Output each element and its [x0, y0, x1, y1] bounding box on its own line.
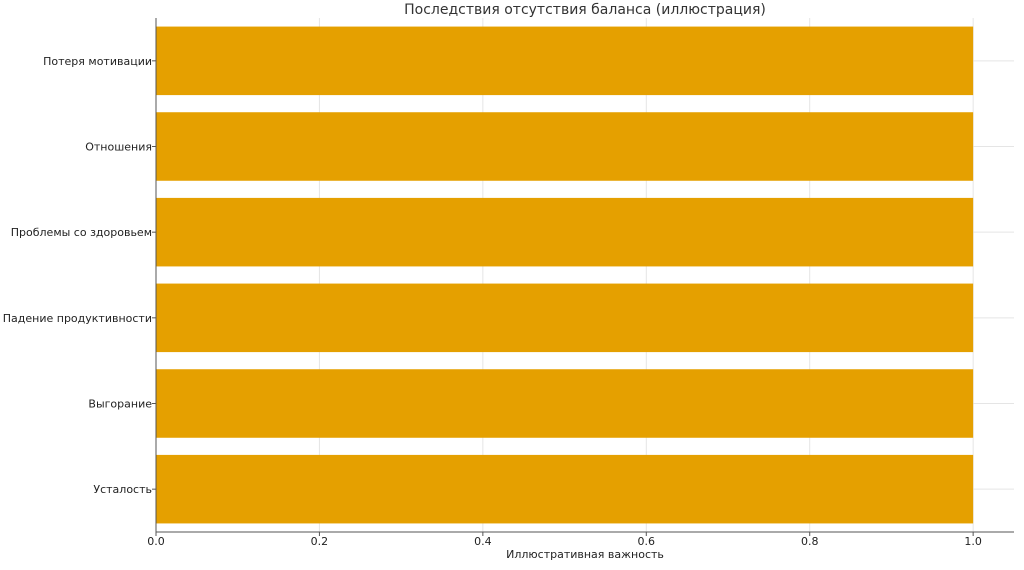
- chart-title: Последствия отсутствия баланса (иллюстра…: [404, 2, 766, 18]
- x-tick-label: 0.2: [311, 535, 329, 548]
- bars: [156, 26, 974, 524]
- y-tick-label: Проблемы со здоровьем: [11, 226, 152, 239]
- y-tick-label: Потеря мотивации: [43, 55, 152, 68]
- x-tick-label: 1.0: [964, 535, 982, 548]
- bar: [156, 112, 974, 181]
- x-tick-label: 0.8: [801, 535, 819, 548]
- x-tick-label: 0.0: [147, 535, 165, 548]
- x-ticks: 0.0 0.2 0.4 0.6 0.8 1.0: [147, 532, 982, 548]
- x-tick-label: 0.4: [474, 535, 492, 548]
- bar: [156, 283, 974, 353]
- bar: [156, 197, 974, 267]
- x-tick-label: 0.6: [638, 535, 656, 548]
- bar: [156, 454, 974, 524]
- y-tick-label: Выгорание: [88, 398, 152, 411]
- y-ticks: Усталость Выгорание Падение продуктивности…: [3, 55, 156, 496]
- y-tick-label: Отношения: [85, 141, 152, 154]
- x-axis-label: Иллюстративная важность: [506, 548, 664, 561]
- bar: [156, 26, 974, 96]
- axes: [155, 18, 1014, 533]
- y-tick-label: Падение продуктивности: [3, 312, 152, 325]
- bar: [156, 369, 974, 438]
- y-tick-label: Усталость: [93, 483, 152, 496]
